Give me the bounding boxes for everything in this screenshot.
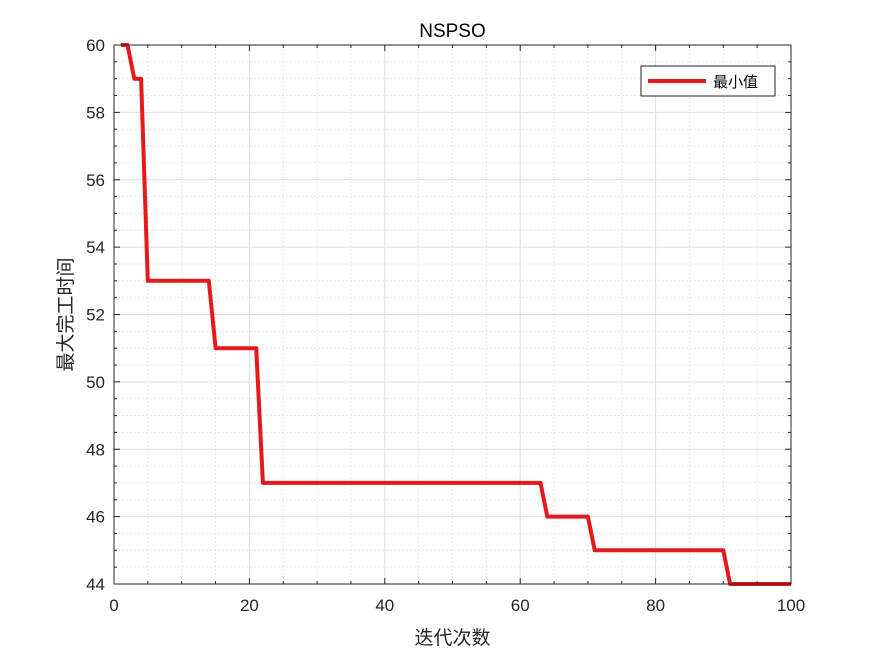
y-tick-label: 60 (86, 36, 105, 55)
series-line (120, 43, 791, 586)
y-tick-label: 54 (86, 238, 105, 257)
series-layer (120, 43, 791, 586)
x-tick-label: 80 (646, 596, 665, 615)
y-tick-label: 52 (86, 306, 105, 325)
x-tick-label: 0 (109, 596, 118, 615)
y-tick-label: 58 (86, 103, 105, 122)
y-tick-label: 48 (86, 440, 105, 459)
x-axis-title: 迭代次数 (414, 627, 490, 649)
y-tick-label: 56 (86, 171, 105, 190)
y-axis-title: 最大完工时间 (55, 257, 77, 371)
y-axis: 44 46 48 50 52 54 56 58 60 (86, 36, 791, 594)
y-tick-label: 50 (86, 373, 105, 392)
x-tick-label: 60 (511, 596, 530, 615)
legend: 最小值 (640, 65, 776, 97)
chart-title: NSPSO (419, 21, 486, 42)
legend-label: 最小值 (713, 73, 758, 91)
x-axis: 0 20 40 60 80 100 (109, 45, 805, 615)
x-tick-label: 100 (777, 596, 805, 615)
y-tick-label: 44 (86, 575, 105, 594)
x-tick-label: 20 (240, 596, 259, 615)
y-tick-label: 46 (86, 508, 105, 527)
x-tick-label: 40 (375, 596, 394, 615)
